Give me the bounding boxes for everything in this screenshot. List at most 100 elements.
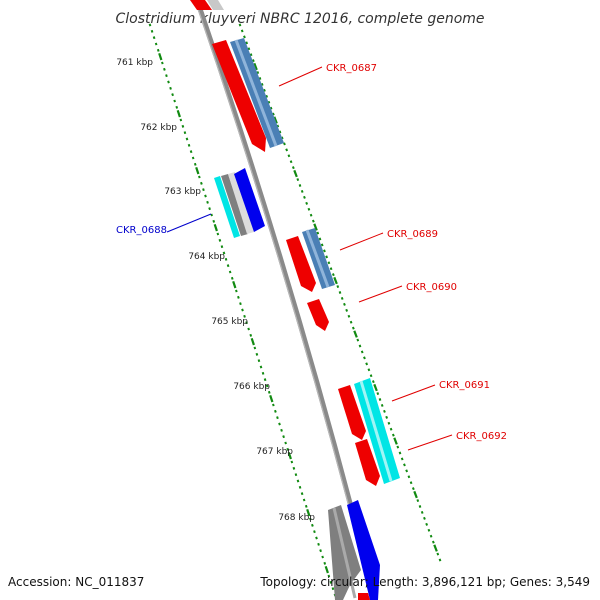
- outer-track-major-tick: [313, 223, 318, 231]
- tick-label-768: 768 kbp: [278, 513, 315, 523]
- outer-track-major-tick: [293, 169, 298, 178]
- inner-track-dot: [317, 542, 320, 546]
- inner-track-dot: [189, 150, 193, 154]
- leader-0688: [166, 213, 212, 233]
- outer-track-dot: [320, 243, 324, 247]
- inner-track-dot: [191, 156, 195, 160]
- inner-track-dot: [292, 466, 296, 470]
- gene-features: [190, 0, 400, 600]
- inner-track-dot: [284, 441, 287, 445]
- gene-bar-0692-red[interactable]: [355, 439, 380, 486]
- inner-track-dot: [185, 137, 189, 141]
- outer-track-dot: [391, 433, 395, 437]
- gene-bar-top-gray[interactable]: [207, 0, 224, 10]
- inner-track-major-tick: [287, 451, 292, 460]
- inner-track-dot: [302, 498, 306, 502]
- inner-track-dot: [173, 99, 176, 103]
- inner-track-dot: [272, 403, 275, 407]
- outer-track-dot: [238, 23, 242, 27]
- outer-track-dot: [307, 207, 311, 211]
- outer-track-dot: [431, 540, 435, 544]
- gene-label-0692[interactable]: CKR_0692: [456, 431, 507, 442]
- inner-track-major-tick: [324, 565, 329, 574]
- inner-track-dot: [228, 270, 232, 274]
- outer-track-dot: [360, 350, 364, 354]
- outer-track-dot: [256, 71, 260, 75]
- outer-track-dot: [318, 237, 322, 241]
- inner-track-dot: [220, 245, 224, 249]
- outer-track-dot: [343, 302, 346, 306]
- outer-track-dot: [251, 59, 255, 63]
- outer-track-dot: [400, 457, 404, 461]
- inner-track-dot: [224, 257, 228, 261]
- inner-track-dot: [148, 23, 152, 27]
- gene-label-0691[interactable]: CKR_0691: [439, 380, 490, 391]
- inner-track-dot: [239, 302, 242, 306]
- outer-track-dot: [269, 106, 273, 110]
- gene-bar-bottom-red[interactable]: [358, 593, 370, 600]
- inner-track-dot: [327, 574, 331, 578]
- gene-bar-0688-blue[interactable]: [234, 168, 265, 232]
- inner-track-dot: [216, 232, 220, 236]
- inner-track-dot: [309, 517, 312, 521]
- inner-track-dot: [259, 365, 263, 369]
- inner-track-dot: [243, 314, 246, 318]
- gene-label-0690[interactable]: CKR_0690: [406, 282, 457, 293]
- inner-track-dot: [319, 549, 322, 553]
- outer-track-major-tick: [353, 330, 358, 338]
- leader-0692: [407, 434, 453, 451]
- inner-track-dot: [315, 536, 318, 540]
- inner-track-dot: [298, 485, 302, 489]
- inner-track-dot: [286, 447, 290, 451]
- outer-track-major-tick: [413, 490, 418, 499]
- inner-track-major-tick: [213, 223, 218, 232]
- gene-bar-0689-red[interactable]: [286, 236, 316, 292]
- outer-track-dot: [403, 463, 406, 467]
- gene-label-0687[interactable]: CKR_0687: [326, 63, 377, 74]
- outer-track-major-tick: [373, 383, 378, 392]
- outer-track-dot: [325, 255, 329, 259]
- gene-label-0689[interactable]: CKR_0689: [387, 229, 438, 240]
- inner-track-dot: [290, 460, 294, 464]
- inner-track-dot: [202, 188, 205, 192]
- outer-dotted-track: [238, 23, 442, 562]
- inner-track-dot: [171, 93, 174, 97]
- gene-bar-0691-red[interactable]: [338, 385, 366, 440]
- inner-track-dot: [198, 175, 201, 179]
- outer-track-dot: [329, 267, 333, 271]
- gene-bar-0688-light[interactable]: [228, 172, 254, 234]
- outer-track-dot: [258, 77, 262, 80]
- outer-track-dot: [303, 195, 306, 199]
- outer-track-dot: [387, 421, 391, 425]
- inner-track-dot: [169, 86, 172, 90]
- inner-track-dot: [152, 36, 156, 40]
- inner-track-dot: [331, 587, 335, 591]
- gene-bar-0688-cyan[interactable]: [214, 176, 240, 238]
- inner-track-dot: [206, 200, 209, 204]
- inner-track-dot: [313, 530, 316, 534]
- tick-label-766: 766 kbp: [233, 382, 270, 392]
- inner-track-dot: [183, 131, 187, 135]
- outer-track-dot: [291, 166, 295, 170]
- outer-track-dot: [309, 213, 313, 217]
- gene-bar-top-red[interactable]: [190, 0, 212, 10]
- gene-bar-0688-gray[interactable]: [221, 174, 248, 236]
- inner-track-dot: [187, 143, 191, 147]
- gene-label-0688[interactable]: CKR_0688: [116, 225, 167, 236]
- inner-track-dot: [276, 416, 279, 420]
- inner-track-dot: [200, 181, 203, 185]
- inner-track-dot: [311, 523, 314, 527]
- label-leaders: [166, 66, 453, 451]
- outer-track-dot: [243, 35, 246, 39]
- gene-bar-bottom-blue[interactable]: [347, 500, 380, 600]
- gene-bar-0690-red[interactable]: [307, 299, 329, 331]
- outer-track-major-tick: [333, 276, 338, 285]
- inner-track-dot: [282, 435, 285, 439]
- outer-track-dot: [316, 231, 320, 235]
- inner-track-dot: [255, 352, 259, 356]
- inner-track-dot: [278, 422, 281, 426]
- inner-track-dot: [245, 321, 248, 325]
- leader-0691: [391, 384, 436, 402]
- gene-bar-0687-red[interactable]: [212, 40, 266, 152]
